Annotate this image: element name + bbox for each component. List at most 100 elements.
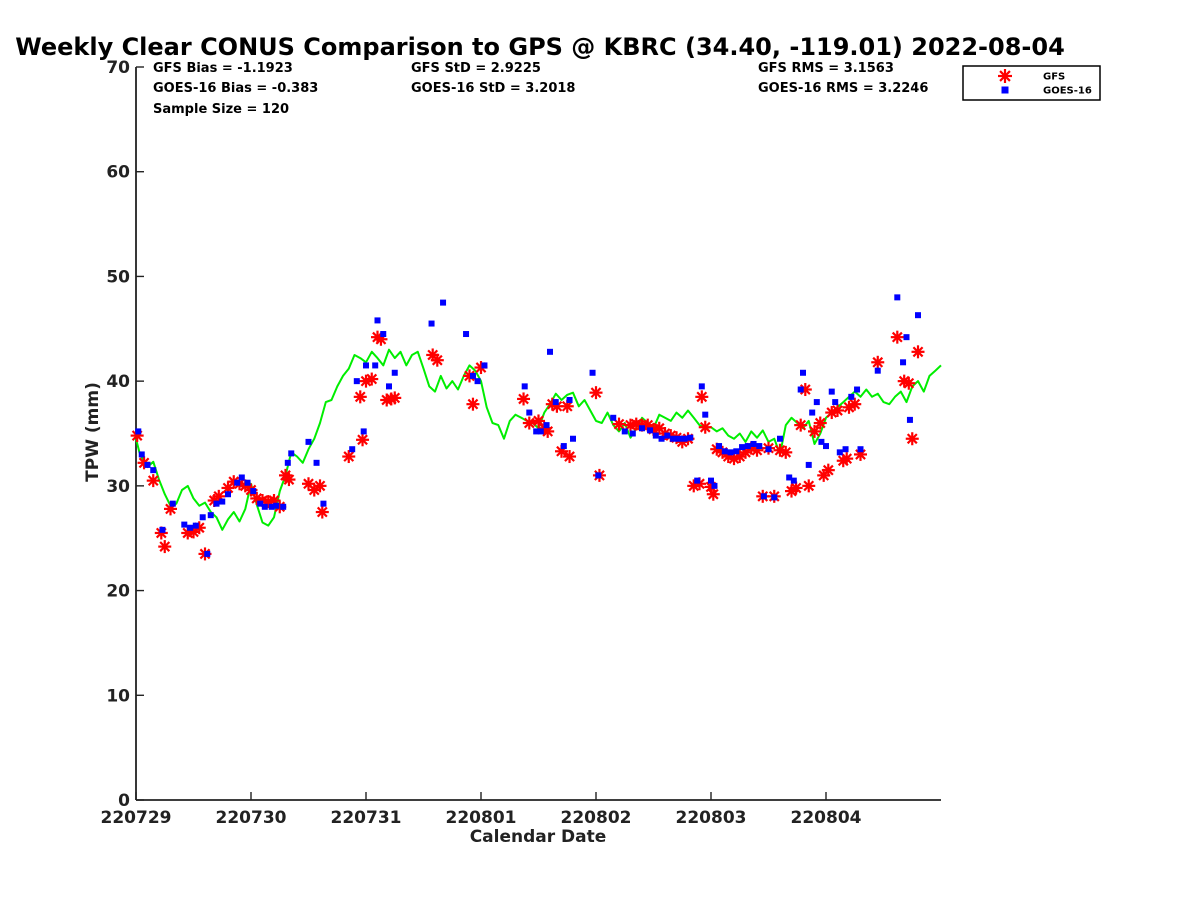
goes-16-point — [169, 500, 176, 507]
goes-16-point — [854, 386, 861, 393]
goes-16-point — [750, 440, 757, 447]
x-tick-label: 220804 — [791, 808, 862, 828]
goes-16-point — [915, 312, 921, 319]
goes-16-point — [181, 521, 188, 528]
goes-16-point — [284, 459, 291, 466]
goes-16-point — [320, 500, 327, 507]
goes-16-point — [694, 477, 701, 484]
goes-16-point — [610, 414, 617, 421]
goes-16-point — [800, 369, 806, 376]
goes-16-point — [702, 411, 709, 418]
gfs-point — [146, 474, 160, 488]
goes-16-point — [463, 331, 470, 338]
x-tick-label: 220803 — [676, 808, 747, 828]
gfs-point — [840, 452, 854, 466]
goes-16-point — [698, 383, 705, 390]
gfs-point — [315, 505, 329, 519]
goes-bias-stat: GOES-16 Bias = -0.383 — [153, 81, 318, 96]
y-axis-label: TPW (mm) — [83, 382, 103, 482]
goes-16-point — [543, 422, 550, 429]
gfs-point — [695, 390, 709, 404]
goes-16-point — [192, 522, 199, 529]
goes-16-point — [570, 435, 576, 442]
goes-16-point — [305, 438, 312, 445]
stats-block: GFS Bias = -1.1923 GOES-16 Bias = -0.383… — [153, 61, 928, 117]
goes-16-point — [894, 294, 901, 301]
goes-rms-stat: GOES-16 RMS = 3.2246 — [758, 81, 928, 96]
goes-16-point — [721, 448, 728, 455]
goes-16-point — [906, 416, 913, 423]
goes-16-point — [187, 524, 194, 531]
goes-16-point — [386, 383, 392, 390]
gfs-point — [353, 390, 367, 404]
y-tick-label: 70 — [106, 58, 130, 78]
goes-16-point — [372, 362, 379, 369]
gfs-point — [612, 417, 626, 431]
gfs-std-stat: GFS StD = 2.9225 — [411, 61, 541, 76]
gfs-point — [905, 432, 919, 446]
y-tick-label: 60 — [106, 163, 130, 183]
gfs-point — [706, 487, 720, 501]
x-tick-label: 220730 — [216, 808, 287, 828]
goes-16-point — [380, 331, 387, 338]
gfs-point — [794, 418, 808, 432]
goes-16-point — [521, 383, 528, 390]
gfs-point — [313, 479, 327, 493]
goes-16-point — [777, 435, 783, 442]
goes-16-point — [526, 409, 533, 416]
gfs-point — [813, 416, 827, 430]
gfs-point — [532, 414, 545, 428]
goes-16-point — [900, 359, 907, 366]
goes-16-point — [744, 443, 751, 450]
goes-16-point — [760, 493, 767, 500]
gfs-point — [430, 353, 444, 367]
goes-16-point — [353, 378, 360, 385]
legend-box — [962, 65, 1101, 101]
goes-16-point — [150, 467, 157, 474]
y-tick-label: 20 — [106, 582, 130, 602]
goes-16-point — [786, 474, 793, 481]
goes-16-point — [629, 430, 636, 437]
x-tick-label: 220802 — [561, 808, 632, 828]
goes-16-point — [681, 435, 688, 442]
goes-16-point — [138, 451, 145, 458]
goes-16-point — [818, 438, 825, 445]
goes-16-point — [687, 434, 694, 441]
goes-16-point — [250, 488, 257, 495]
x-axis-label: Calendar Date — [470, 827, 607, 847]
goes-16-point — [552, 399, 559, 406]
goes-16-point — [832, 399, 839, 406]
goes-16-point — [857, 446, 864, 453]
chart-title: Weekly Clear CONUS Comparison to GPS @ K… — [15, 33, 1065, 61]
legend-goes-16-label: GOES-16 — [1043, 86, 1092, 97]
gfs-point — [831, 403, 844, 417]
goes-16-point — [560, 443, 567, 450]
goes-16-point — [566, 396, 573, 403]
gfs-point — [158, 540, 172, 554]
goes-16-point — [537, 428, 544, 435]
goes-16-point — [234, 479, 241, 486]
goes-16-point — [675, 435, 682, 442]
goes-16-point — [159, 526, 166, 533]
gfs-series — [130, 330, 925, 561]
goes-16-point — [797, 386, 804, 393]
gfs-point — [517, 392, 531, 406]
goes-16-point — [842, 446, 849, 453]
goes-16-point — [652, 432, 659, 439]
x-axis: 220729 220730 220731 220801 220802 220803 2208… — [101, 792, 941, 828]
gfs-point — [848, 397, 862, 411]
gfs-point — [890, 330, 904, 344]
gfs-bias-stat: GFS Bias = -1.1923 — [153, 61, 293, 76]
goes-16-point — [313, 459, 320, 466]
goes-16-point — [349, 446, 356, 453]
goes-16-point — [658, 435, 665, 442]
goes-16-point — [809, 409, 816, 416]
gfs-point — [466, 397, 480, 411]
goes-16-point — [639, 425, 645, 432]
x-tick-label: 220729 — [101, 808, 172, 828]
sample-size-stat: Sample Size = 120 — [153, 102, 289, 117]
goes-16-point — [213, 500, 220, 507]
goes-16-point — [238, 474, 245, 481]
plot-area — [130, 294, 942, 561]
gfs-point — [911, 345, 925, 359]
